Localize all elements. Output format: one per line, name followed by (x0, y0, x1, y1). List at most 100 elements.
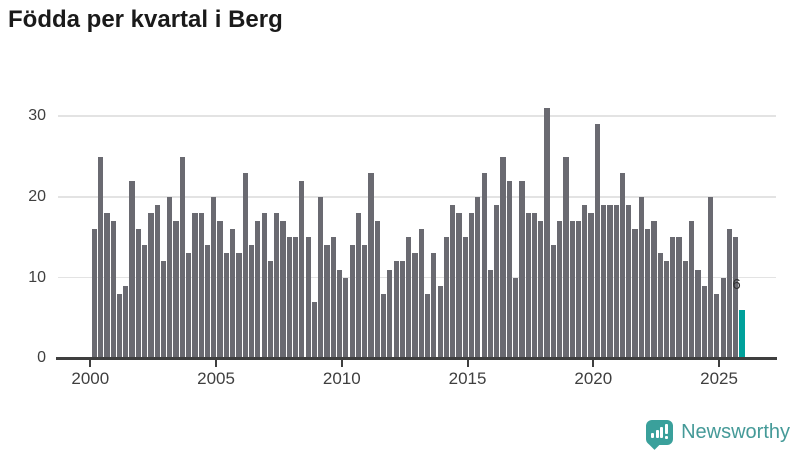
bar[interactable] (695, 269, 701, 359)
bar[interactable] (299, 180, 305, 359)
bar[interactable] (211, 196, 217, 359)
bar[interactable] (286, 237, 292, 359)
bar[interactable] (519, 180, 525, 359)
bar[interactable] (154, 204, 160, 359)
bar[interactable] (632, 229, 638, 359)
bar[interactable] (349, 245, 355, 359)
bar[interactable] (531, 213, 538, 359)
bar[interactable] (104, 213, 110, 359)
bar[interactable] (305, 237, 311, 359)
bar[interactable] (557, 221, 563, 359)
bar[interactable] (443, 237, 450, 359)
bar[interactable] (450, 204, 456, 359)
bar[interactable] (525, 213, 531, 359)
bar[interactable] (186, 253, 192, 359)
bar[interactable] (280, 221, 286, 359)
bar[interactable] (336, 269, 343, 359)
bar[interactable] (110, 221, 116, 359)
bar[interactable] (129, 180, 135, 359)
bar[interactable] (230, 229, 236, 359)
bar[interactable] (494, 204, 500, 359)
bar[interactable] (318, 196, 324, 359)
bar[interactable] (538, 221, 544, 359)
bar[interactable] (613, 204, 619, 359)
bar[interactable] (173, 221, 179, 359)
bar[interactable] (676, 237, 682, 359)
bar-latest-quarter[interactable] (739, 309, 745, 359)
bar[interactable] (368, 172, 374, 359)
bar[interactable] (160, 261, 167, 359)
bar[interactable] (393, 261, 399, 359)
bar[interactable] (406, 237, 412, 359)
bar[interactable] (142, 245, 148, 359)
bar[interactable] (116, 293, 123, 359)
bar[interactable] (248, 245, 255, 359)
bar[interactable] (267, 261, 274, 359)
bar[interactable] (179, 156, 185, 359)
bar[interactable] (362, 245, 368, 359)
bar[interactable] (607, 204, 613, 359)
bar[interactable] (324, 245, 330, 359)
bar[interactable] (651, 221, 657, 359)
bar[interactable] (374, 221, 380, 359)
bar[interactable] (311, 301, 318, 359)
bar[interactable] (657, 253, 663, 359)
newsworthy-logo[interactable]: Newsworthy (646, 420, 790, 445)
bar[interactable] (167, 196, 173, 359)
bar[interactable] (550, 245, 556, 359)
bar[interactable] (274, 213, 280, 359)
bar[interactable] (217, 221, 223, 359)
bar[interactable] (424, 293, 431, 359)
bar[interactable] (468, 213, 475, 359)
bar[interactable] (204, 245, 211, 359)
bar[interactable] (670, 237, 676, 359)
bar[interactable] (343, 277, 349, 359)
bar[interactable] (380, 293, 387, 359)
bar[interactable] (707, 196, 714, 359)
bar[interactable] (638, 196, 644, 359)
bar[interactable] (192, 213, 198, 359)
bar[interactable] (462, 237, 468, 359)
bar[interactable] (663, 261, 670, 359)
bar[interactable] (431, 253, 437, 359)
bar[interactable] (714, 293, 720, 359)
bar[interactable] (500, 156, 506, 359)
bar[interactable] (506, 180, 512, 359)
bar[interactable] (582, 204, 588, 359)
bar[interactable] (726, 229, 732, 359)
bar[interactable] (148, 213, 154, 359)
bar[interactable] (475, 196, 481, 359)
bar[interactable] (481, 172, 487, 359)
bar[interactable] (456, 213, 462, 359)
bar[interactable] (198, 213, 204, 359)
bar[interactable] (412, 253, 418, 359)
bar[interactable] (689, 221, 695, 359)
bar[interactable] (645, 229, 651, 359)
bar[interactable] (720, 277, 726, 359)
bar[interactable] (242, 172, 248, 359)
bar[interactable] (544, 108, 550, 359)
bar[interactable] (123, 285, 129, 359)
bar[interactable] (399, 261, 406, 359)
bar[interactable] (437, 285, 443, 359)
bar[interactable] (98, 156, 104, 359)
bar[interactable] (487, 269, 494, 359)
bar[interactable] (733, 237, 739, 359)
bar[interactable] (223, 253, 229, 359)
bar[interactable] (563, 156, 569, 359)
bar[interactable] (575, 221, 582, 359)
bar[interactable] (588, 213, 594, 359)
bar[interactable] (626, 204, 632, 359)
bar[interactable] (619, 172, 626, 359)
bar[interactable] (569, 221, 575, 359)
bar[interactable] (387, 269, 393, 359)
bar[interactable] (261, 213, 267, 359)
bar[interactable] (682, 261, 688, 359)
bar[interactable] (701, 285, 707, 359)
bar[interactable] (594, 124, 600, 359)
bar[interactable] (330, 237, 336, 359)
bar[interactable] (255, 221, 261, 359)
bar[interactable] (236, 253, 242, 359)
bar[interactable] (135, 229, 141, 359)
bar[interactable] (418, 229, 424, 359)
